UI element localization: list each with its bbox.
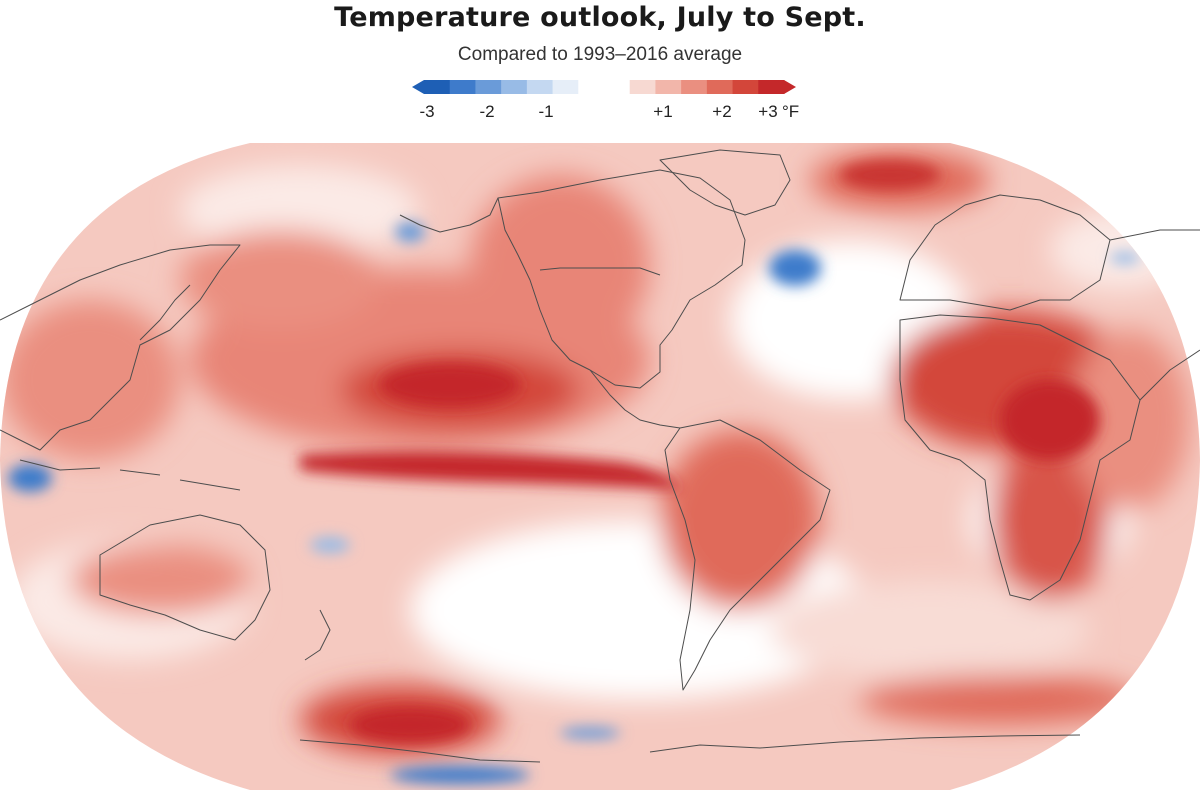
coastline-central-america (589, 369, 681, 429)
legend-swatch (552, 80, 579, 94)
legend-tick-plus3: +3 (758, 102, 777, 121)
coastline-africa (899, 314, 1141, 601)
legend-unit: °F (782, 102, 799, 121)
legend-swatch (501, 80, 528, 94)
coastline-asia (0, 229, 1200, 451)
coastline-new-zealand (304, 609, 331, 661)
coastline-north-america (497, 169, 746, 389)
legend-swatch (655, 80, 682, 94)
legend-swatch (629, 80, 656, 94)
chart-subtitle: Compared to 1993–2016 average (457, 44, 743, 65)
coastline-antarctica (299, 734, 1081, 763)
legend-tick-plus1: +1 (653, 102, 672, 121)
coastline-australia (99, 514, 271, 641)
legend-swatch (475, 80, 502, 94)
coastline-indonesia (19, 459, 241, 491)
chart-title: Temperature outlook, July to Sept. (334, 2, 866, 33)
coastline-alaska-border (399, 197, 499, 233)
legend-swatch (706, 80, 734, 94)
anomaly-field (0, 143, 1200, 790)
legend-swatch (526, 80, 554, 94)
legend-swatch (424, 80, 451, 94)
border-us-canada (539, 267, 661, 276)
color-legend: -3 -2 -1 +1 +2 +3 °F (412, 80, 799, 121)
legend-swatch (732, 80, 759, 94)
legend-cold-arrow (412, 80, 424, 94)
legend-swatch (449, 80, 476, 94)
legend-tick-plus2: +2 (712, 102, 731, 121)
legend-swatch (681, 80, 708, 94)
legend-tick-minus1: -1 (538, 102, 553, 121)
coastline-south-america (664, 419, 831, 691)
legend-warm-arrow (784, 80, 796, 94)
legend-tick-minus2: -2 (479, 102, 494, 121)
coastlines (0, 149, 1200, 763)
legend-tick-minus3: -3 (419, 102, 434, 121)
coastline-greenland (659, 149, 791, 216)
legend-swatch (604, 80, 631, 94)
coastline-japan (139, 284, 191, 341)
legend-swatches (424, 80, 785, 94)
legend-swatch (758, 80, 785, 94)
legend-swatch (578, 80, 605, 94)
